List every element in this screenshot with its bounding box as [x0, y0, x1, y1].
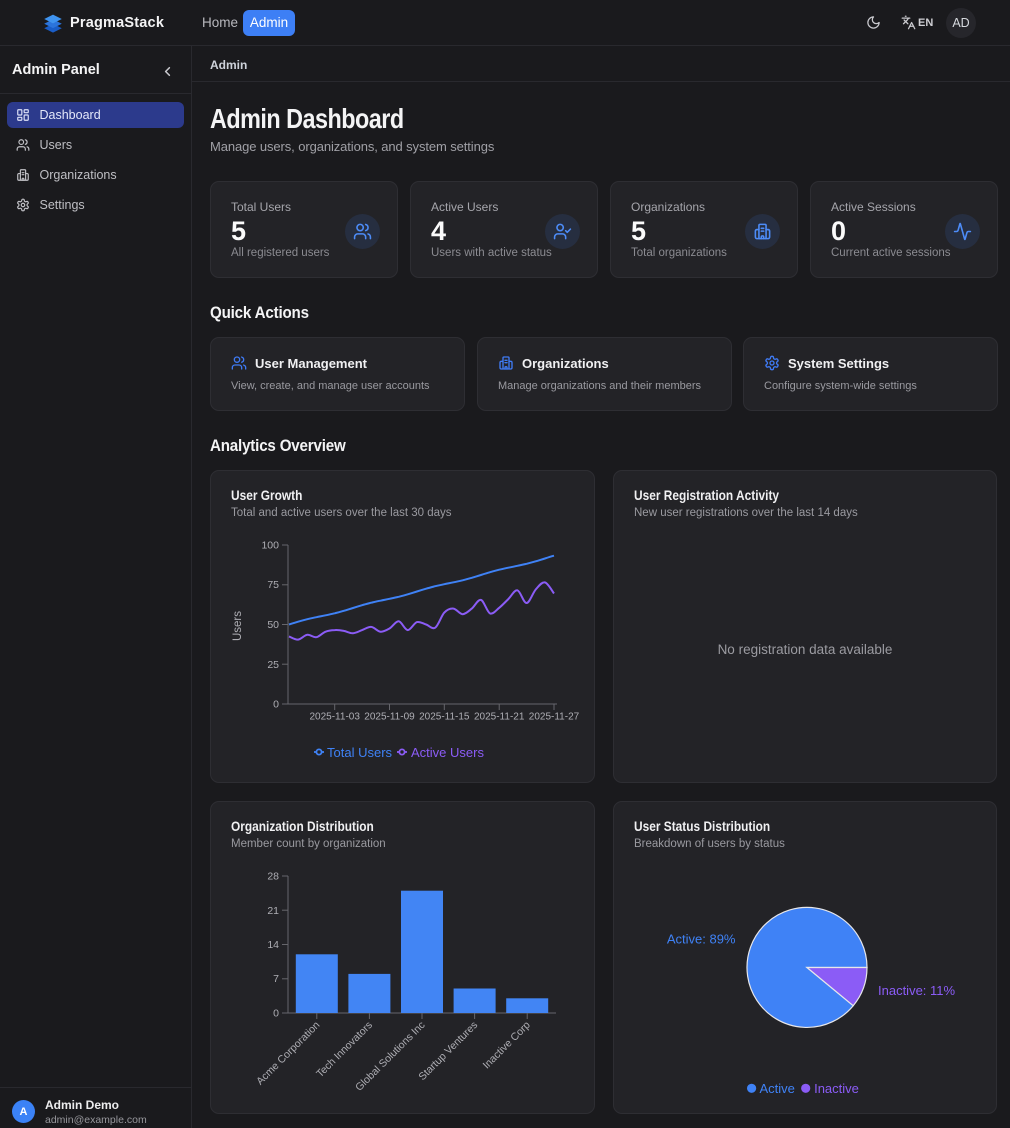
svg-text:0: 0: [273, 699, 279, 711]
svg-text:Active: 89%: Active: 89%: [667, 932, 736, 947]
svg-text:Total Users: Total Users: [327, 745, 393, 760]
svg-text:2025-11-15: 2025-11-15: [419, 712, 470, 723]
svg-text:2025-11-09: 2025-11-09: [364, 712, 415, 723]
svg-text:Active: Active: [760, 1081, 795, 1096]
svg-text:0: 0: [273, 1008, 279, 1020]
svg-text:28: 28: [267, 871, 279, 883]
svg-text:Users: Users: [232, 611, 244, 641]
svg-text:7: 7: [273, 973, 279, 985]
svg-text:Tech Innovators: Tech Innovators: [314, 1019, 375, 1080]
svg-text:75: 75: [267, 579, 279, 591]
svg-text:14: 14: [267, 939, 279, 951]
svg-text:Inactive Corp: Inactive Corp: [481, 1019, 533, 1071]
svg-text:Inactive: Inactive: [814, 1081, 859, 1096]
svg-text:100: 100: [261, 540, 279, 552]
svg-text:Inactive: 11%: Inactive: 11%: [878, 983, 956, 998]
svg-text:50: 50: [267, 619, 279, 631]
svg-text:2025-11-21: 2025-11-21: [474, 712, 525, 723]
svg-text:2025-11-27: 2025-11-27: [529, 712, 580, 723]
svg-text:21: 21: [267, 905, 279, 917]
svg-text:Active Users: Active Users: [411, 745, 484, 760]
svg-text:25: 25: [267, 659, 279, 671]
svg-text:Acme Corporation: Acme Corporation: [254, 1019, 322, 1087]
svg-text:2025-11-03: 2025-11-03: [309, 712, 360, 723]
